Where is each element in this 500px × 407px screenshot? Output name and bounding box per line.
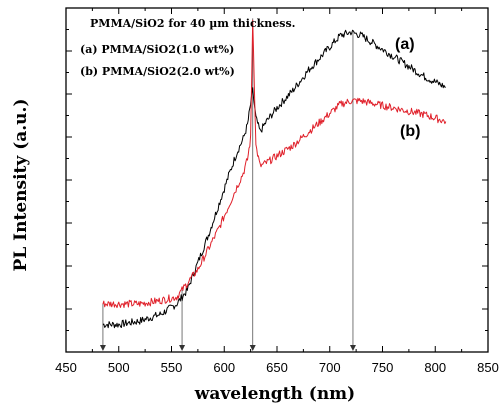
x-tick-label: 750 bbox=[372, 360, 394, 375]
x-axis-label: wavelength (nm) bbox=[194, 384, 355, 404]
series-line-a bbox=[102, 29, 446, 329]
series-label-a: (a) bbox=[395, 36, 415, 53]
series-label-b: (b) bbox=[400, 123, 420, 140]
x-tick-label: 500 bbox=[108, 360, 130, 375]
y-axis-label: PL Intensity (a.u.) bbox=[11, 99, 31, 272]
annotation-series-a: (a) PMMA/SiO2(1.0 wt%) bbox=[80, 43, 234, 56]
series-line-b bbox=[102, 19, 447, 309]
x-tick-label: 850 bbox=[477, 360, 499, 375]
marker-arrowhead bbox=[179, 345, 186, 351]
annotation-title: PMMA/SiO2 for 40 µm thickness. bbox=[90, 17, 296, 30]
marker-arrowhead bbox=[99, 345, 106, 351]
x-tick-labels: 450 500 550 600 650 700 750 800 850 bbox=[55, 360, 499, 375]
x-tick-label: 550 bbox=[161, 360, 183, 375]
x-tick-label: 650 bbox=[266, 360, 288, 375]
x-tick-label: 450 bbox=[55, 360, 77, 375]
x-tick-label: 700 bbox=[319, 360, 341, 375]
plot-frame bbox=[65, 7, 489, 353]
x-tick-label: 600 bbox=[213, 360, 235, 375]
marker-arrowhead bbox=[249, 345, 256, 351]
marker-arrows bbox=[99, 18, 356, 351]
series-layer bbox=[102, 19, 447, 329]
x-tick-label: 800 bbox=[424, 360, 446, 375]
annotation-series-b: (b) PMMA/SiO2(2.0 wt%) bbox=[80, 65, 235, 78]
marker-arrowhead bbox=[349, 345, 356, 351]
